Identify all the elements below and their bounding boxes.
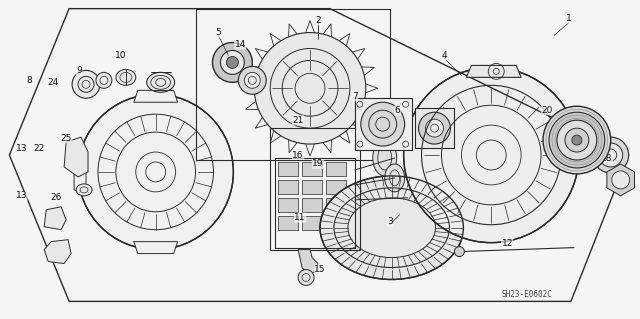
Polygon shape: [64, 137, 88, 177]
Ellipse shape: [404, 67, 579, 243]
Ellipse shape: [593, 137, 628, 173]
Bar: [326, 180, 346, 194]
Bar: [278, 198, 298, 212]
Text: 13: 13: [15, 144, 27, 152]
Text: 18: 18: [601, 153, 612, 162]
Ellipse shape: [254, 33, 366, 144]
Text: 4: 4: [442, 51, 447, 60]
Ellipse shape: [96, 72, 112, 88]
Polygon shape: [467, 65, 521, 78]
Ellipse shape: [320, 176, 463, 279]
Ellipse shape: [72, 70, 100, 98]
Ellipse shape: [385, 164, 404, 192]
Ellipse shape: [238, 66, 266, 94]
Ellipse shape: [549, 112, 605, 168]
Ellipse shape: [220, 50, 244, 74]
Ellipse shape: [454, 247, 465, 256]
Ellipse shape: [212, 42, 252, 82]
Polygon shape: [556, 113, 573, 130]
Polygon shape: [607, 164, 634, 196]
Polygon shape: [415, 108, 454, 148]
Text: 9: 9: [76, 66, 82, 75]
Text: 10: 10: [115, 51, 127, 60]
Text: 7: 7: [352, 92, 358, 101]
Text: 16: 16: [292, 151, 304, 160]
Polygon shape: [355, 98, 412, 150]
Text: 5: 5: [216, 28, 221, 37]
Text: 1: 1: [566, 14, 572, 23]
Text: 12: 12: [502, 239, 513, 248]
Text: 22: 22: [34, 144, 45, 152]
Polygon shape: [134, 90, 178, 102]
Ellipse shape: [244, 72, 260, 88]
Ellipse shape: [572, 135, 582, 145]
Bar: [302, 180, 322, 194]
Polygon shape: [134, 241, 178, 254]
Text: 24: 24: [47, 78, 59, 87]
Polygon shape: [44, 240, 71, 263]
Ellipse shape: [419, 112, 451, 144]
Text: 2: 2: [315, 16, 321, 25]
Bar: [326, 216, 346, 230]
Text: 17: 17: [568, 128, 580, 137]
Ellipse shape: [426, 119, 444, 137]
Text: 19: 19: [312, 160, 324, 168]
Bar: [326, 198, 346, 212]
Ellipse shape: [543, 106, 611, 174]
Text: 14: 14: [235, 40, 246, 49]
Text: SH23-E0602C: SH23-E0602C: [501, 290, 552, 299]
Bar: [326, 162, 346, 176]
Polygon shape: [74, 150, 86, 194]
Text: 3: 3: [387, 217, 392, 226]
Ellipse shape: [557, 120, 596, 160]
Polygon shape: [298, 249, 318, 274]
Ellipse shape: [78, 94, 234, 249]
Bar: [278, 216, 298, 230]
Text: 26: 26: [51, 193, 62, 202]
Bar: [278, 162, 298, 176]
Text: 11: 11: [294, 213, 306, 222]
Text: 13: 13: [15, 191, 27, 200]
Ellipse shape: [298, 270, 314, 286]
Bar: [302, 162, 322, 176]
Text: 25: 25: [60, 134, 72, 143]
Ellipse shape: [599, 143, 623, 167]
Ellipse shape: [612, 171, 630, 189]
Polygon shape: [576, 130, 586, 170]
Bar: [278, 180, 298, 194]
Text: 8: 8: [26, 76, 32, 85]
Ellipse shape: [565, 128, 589, 152]
Bar: [302, 216, 322, 230]
Text: 20: 20: [541, 106, 553, 115]
Ellipse shape: [116, 70, 136, 85]
Ellipse shape: [361, 102, 404, 146]
Ellipse shape: [147, 72, 175, 92]
Text: 15: 15: [314, 265, 326, 274]
Text: 21: 21: [292, 116, 304, 125]
Ellipse shape: [76, 184, 92, 196]
Polygon shape: [44, 207, 66, 230]
Ellipse shape: [372, 140, 397, 176]
Text: 6: 6: [395, 106, 401, 115]
Bar: [302, 198, 322, 212]
Ellipse shape: [227, 56, 238, 68]
